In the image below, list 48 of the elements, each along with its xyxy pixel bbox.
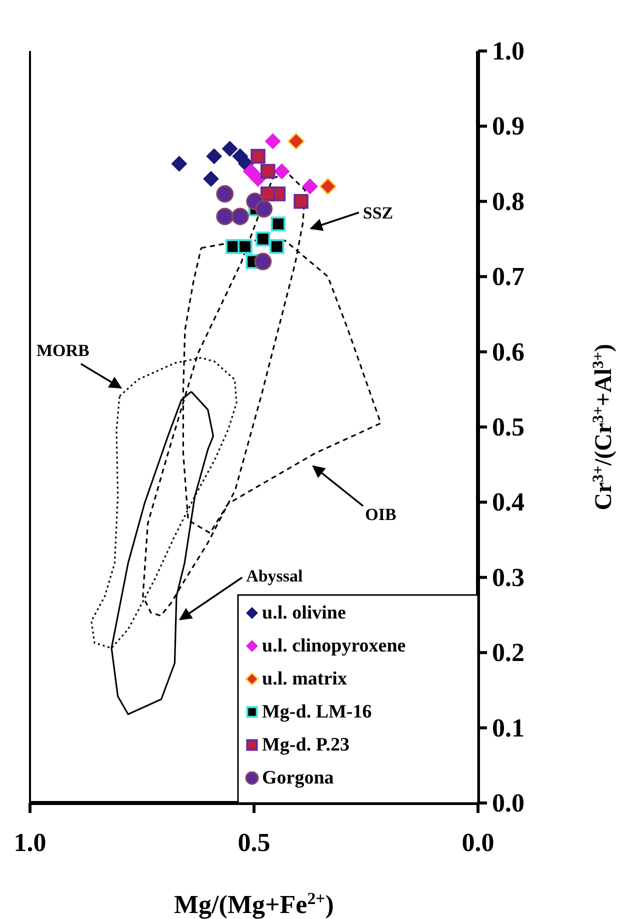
point (216, 208, 234, 226)
y-tick-label: 0.0 (492, 788, 524, 818)
legend-label: Gorgona (262, 768, 334, 788)
point (260, 164, 276, 179)
point (255, 200, 273, 218)
y-tick-label: 0.1 (492, 713, 524, 742)
point (319, 178, 337, 196)
y-tick-label: 1.0 (492, 36, 524, 66)
point (256, 232, 270, 246)
point (294, 194, 308, 209)
point (302, 178, 318, 194)
y-tick-label: 0.4 (492, 488, 524, 517)
annotation: SSZ (362, 203, 394, 222)
point (206, 148, 222, 164)
y-tick-label: 0.2 (492, 638, 524, 668)
point (202, 170, 219, 187)
point (270, 216, 286, 232)
point (242, 163, 259, 180)
x-tick-label: 0.5 (238, 828, 270, 857)
point (264, 133, 281, 150)
point (274, 163, 290, 180)
legend-label: u.l. olivine (262, 602, 346, 624)
y-tick-label: 0.5 (492, 412, 524, 442)
point (287, 132, 305, 150)
y-tick-label: 0.7 (492, 262, 524, 292)
x-axis-title: Mg/(Mg+Fe$^{2+}$) (174, 888, 334, 919)
annotation: OIB (365, 505, 396, 524)
point (222, 140, 238, 157)
y-tick-label: 0.3 (492, 562, 524, 592)
point (250, 148, 266, 164)
point (171, 156, 188, 172)
point (260, 186, 276, 202)
legend-label: u.l. matrix (262, 668, 348, 690)
y-tick-label: 0.6 (492, 337, 524, 366)
point (238, 239, 252, 254)
legend-label: Mg-d. P.23 (262, 734, 350, 756)
annotation: Abyssal (246, 566, 304, 586)
point (231, 208, 249, 226)
x-tick-label: 1.0 (14, 828, 46, 857)
x-tick-label: 0.0 (462, 828, 494, 857)
legend-label: Mg-d. LM-16 (262, 702, 372, 722)
y-tick-label: 0.9 (492, 112, 524, 141)
point (254, 252, 272, 270)
legend-label: u.l. clinopyroxene (262, 636, 406, 656)
y-tick-label: 0.8 (492, 186, 524, 216)
point (216, 185, 234, 203)
annotation: MORB (36, 340, 90, 360)
point (269, 239, 284, 254)
